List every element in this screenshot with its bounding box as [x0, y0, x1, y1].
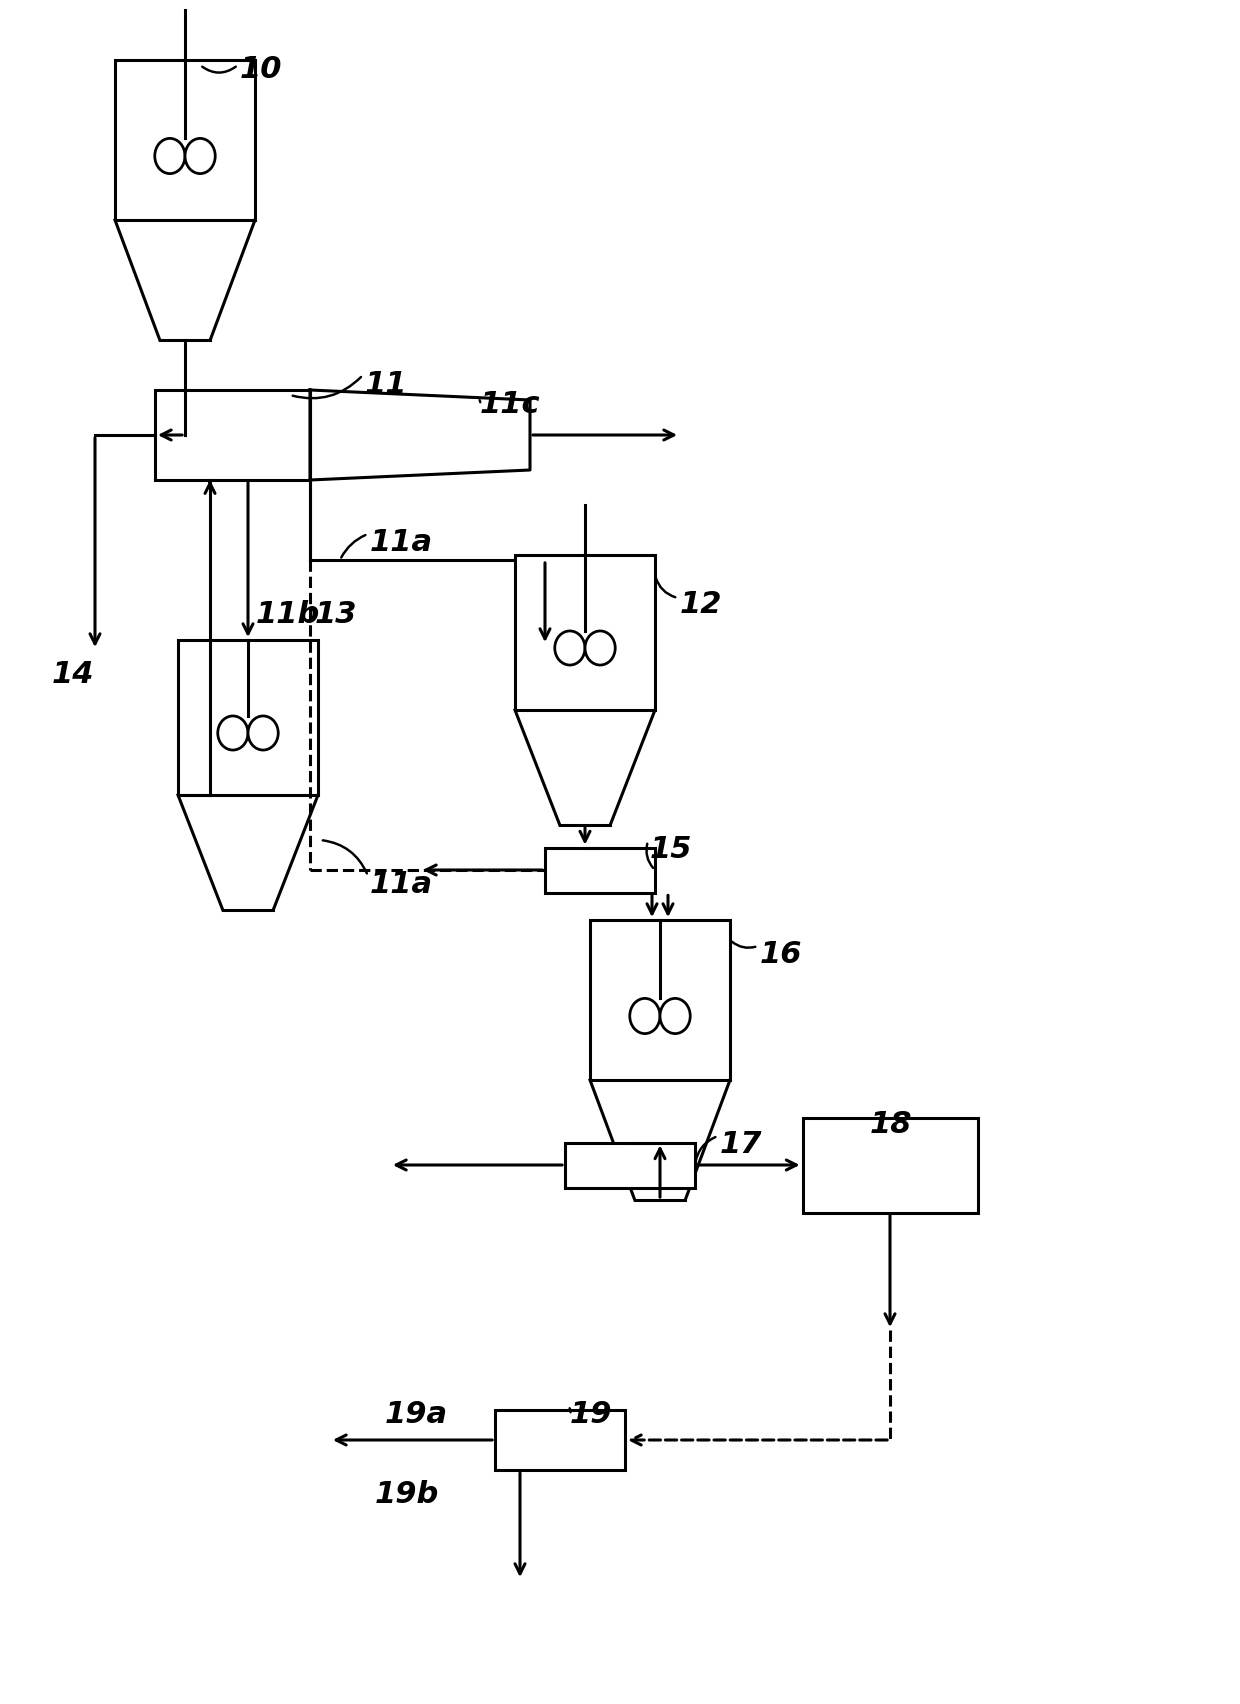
- Text: 18: 18: [870, 1109, 913, 1138]
- Text: 12: 12: [680, 590, 723, 619]
- Text: 11: 11: [365, 370, 408, 399]
- Ellipse shape: [554, 630, 585, 665]
- Text: 13: 13: [315, 600, 357, 629]
- Text: 14: 14: [52, 659, 94, 688]
- Ellipse shape: [660, 999, 691, 1034]
- Text: 17: 17: [720, 1130, 763, 1159]
- Bar: [546, 847, 655, 893]
- Bar: [495, 1409, 625, 1471]
- Ellipse shape: [248, 716, 278, 750]
- Ellipse shape: [155, 138, 185, 174]
- Text: 19a: 19a: [384, 1401, 448, 1430]
- Bar: [590, 920, 730, 1080]
- Ellipse shape: [185, 138, 216, 174]
- Text: 16: 16: [760, 941, 802, 970]
- Bar: [802, 1118, 977, 1213]
- Ellipse shape: [585, 630, 615, 665]
- Ellipse shape: [218, 716, 248, 750]
- Text: 11c: 11c: [480, 390, 541, 419]
- Bar: [179, 641, 317, 796]
- Text: 11a: 11a: [370, 871, 433, 900]
- Bar: [155, 390, 310, 481]
- Text: 15: 15: [650, 835, 692, 864]
- Ellipse shape: [630, 999, 660, 1034]
- Text: 10: 10: [241, 55, 283, 83]
- Text: 11a: 11a: [370, 528, 433, 557]
- Text: 11b: 11b: [255, 600, 320, 629]
- Text: 19: 19: [570, 1401, 613, 1430]
- Bar: [115, 60, 255, 220]
- Text: 19b: 19b: [374, 1481, 439, 1510]
- Bar: [565, 1142, 694, 1188]
- Bar: [515, 556, 655, 711]
